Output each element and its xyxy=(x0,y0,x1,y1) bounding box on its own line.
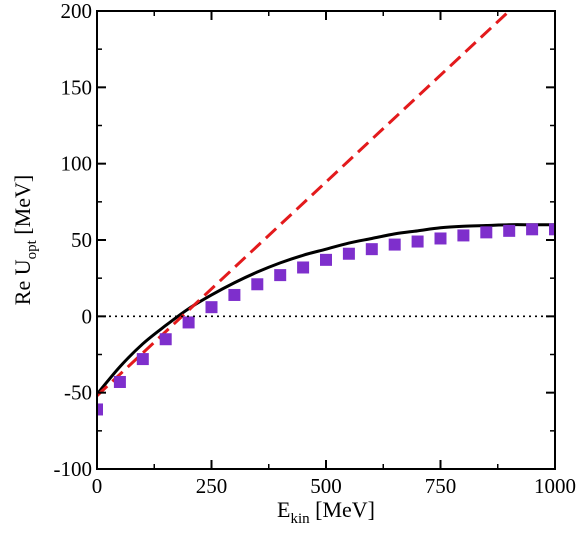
data-point xyxy=(365,243,378,256)
y-tick-label: -100 xyxy=(54,457,93,481)
y-tick-label: 0 xyxy=(82,304,93,328)
data-point xyxy=(480,226,493,239)
x-tick-label: 1000 xyxy=(534,474,576,498)
x-tick-label: 250 xyxy=(196,474,228,498)
data-point xyxy=(342,247,355,260)
data-point xyxy=(205,301,218,314)
data-point xyxy=(411,235,424,248)
x-tick-label: 500 xyxy=(310,474,342,498)
series-layer xyxy=(97,11,555,416)
data-point xyxy=(251,278,264,291)
y-tick-label: 100 xyxy=(61,152,93,176)
data-point xyxy=(549,223,555,236)
x-tick-label: 0 xyxy=(92,474,103,498)
y-tick-label: -50 xyxy=(64,381,92,405)
data-point xyxy=(297,261,310,274)
data-point xyxy=(113,375,126,388)
data-point xyxy=(228,288,241,301)
data-point xyxy=(503,224,516,237)
y-axis-title: Re Uopt [MeV] xyxy=(10,175,40,305)
data-point xyxy=(388,238,401,251)
dashed-series-line xyxy=(97,11,511,397)
plot-frame xyxy=(96,10,556,470)
solid-series-line xyxy=(97,223,555,396)
data-point xyxy=(182,316,195,329)
data-point xyxy=(526,223,539,236)
y-tick-label: 50 xyxy=(71,228,92,252)
y-tick-label: 200 xyxy=(61,0,93,23)
data-point xyxy=(434,232,447,245)
x-tick-label: 750 xyxy=(425,474,457,498)
data-point xyxy=(136,353,149,366)
data-point xyxy=(274,269,287,282)
ticks-layer: 0 250 500 750 1000 -100 -50 0 50 100 150 200 xyxy=(54,0,577,498)
y-tick-label: 150 xyxy=(61,75,93,99)
data-point xyxy=(97,403,103,416)
data-point xyxy=(320,253,332,266)
x-axis-title: Ekin [MeV] xyxy=(277,497,375,527)
data-point xyxy=(159,333,172,346)
data-point xyxy=(457,229,470,242)
